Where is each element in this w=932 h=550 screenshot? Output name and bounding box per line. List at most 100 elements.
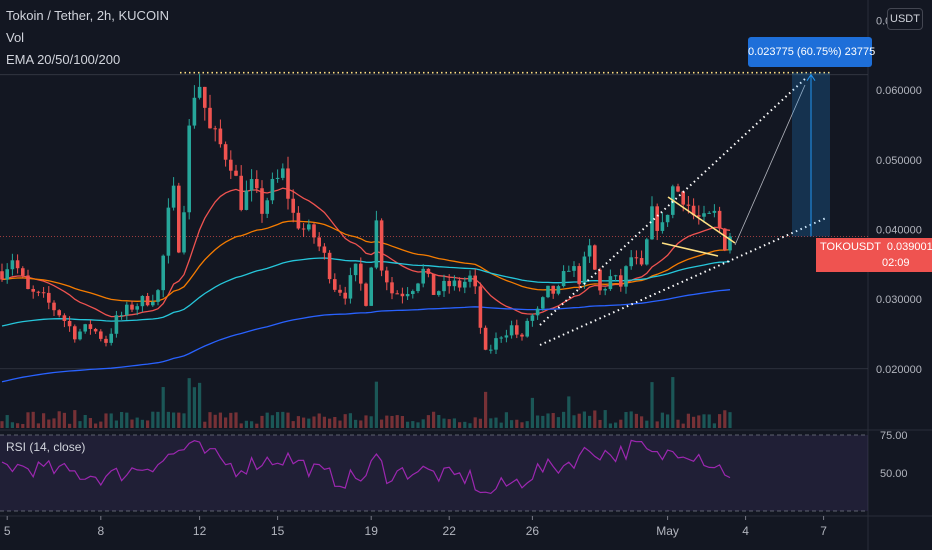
- volume-bar: [692, 416, 696, 428]
- volume-bar: [328, 418, 332, 428]
- candle-body: [327, 252, 332, 280]
- volume-bar: [582, 411, 586, 428]
- volume-bar: [400, 416, 404, 428]
- volume-bar: [728, 412, 732, 428]
- volume-bar: [588, 415, 592, 428]
- volume-bar: [296, 416, 300, 428]
- candle-body: [463, 281, 467, 288]
- volume-bar: [359, 420, 363, 428]
- ema-legend[interactable]: EMA 20/50/100/200: [6, 52, 121, 67]
- volume-bar: [390, 415, 394, 428]
- candle-body: [270, 178, 275, 201]
- measure-arrowhead: [806, 73, 816, 81]
- volume-bar: [42, 413, 46, 428]
- volume-bar: [494, 417, 498, 428]
- candle-body: [686, 204, 691, 206]
- time-tick-label: May: [656, 524, 679, 538]
- volume-bar: [0, 421, 4, 428]
- volume-bar: [354, 419, 358, 428]
- volume-legend[interactable]: Vol: [6, 30, 25, 45]
- volume-bars: [0, 377, 732, 428]
- volume-bar: [645, 420, 649, 428]
- candle-body: [405, 294, 410, 297]
- symbol-legend[interactable]: Tokoin / Tether, 2h, KUCOIN: [6, 8, 170, 23]
- candle-body: [416, 283, 420, 292]
- rsi-pane: [0, 434, 868, 512]
- volume-bar: [473, 417, 477, 428]
- candle-body: [5, 269, 9, 280]
- volume-bar: [426, 415, 430, 428]
- candle-countdown: 02:09: [882, 257, 910, 269]
- candle-body: [177, 185, 181, 253]
- volume-bar: [130, 419, 134, 428]
- candle-body: [374, 220, 379, 268]
- volume-bar: [619, 419, 623, 428]
- volume-bar: [21, 423, 25, 428]
- candle-body: [619, 275, 623, 287]
- candle-body: [130, 304, 134, 310]
- volume-bar: [421, 419, 425, 428]
- candle-body: [535, 308, 540, 316]
- candle-body: [509, 325, 514, 336]
- candle-body: [218, 128, 223, 145]
- volume-bar: [68, 423, 72, 428]
- rsi-legend[interactable]: RSI (14, close): [6, 440, 86, 454]
- volume-bar: [276, 412, 280, 428]
- price-tick-label: 0.040000: [876, 224, 922, 236]
- candle-body: [504, 335, 509, 338]
- volume-bar: [213, 414, 217, 428]
- candle-body: [426, 268, 431, 274]
- time-tick-label: 8: [97, 524, 104, 538]
- drawings[interactable]: [180, 71, 832, 346]
- volume-bar: [712, 423, 716, 428]
- candle-body: [639, 258, 644, 265]
- time-tick-label: 22: [443, 524, 457, 538]
- candle-body: [478, 286, 483, 328]
- volume-bar: [551, 413, 555, 428]
- volume-bar: [702, 414, 706, 428]
- candle-body: [717, 210, 722, 229]
- candle-body: [707, 212, 711, 214]
- candle-body: [223, 144, 228, 160]
- volume-bar: [395, 415, 399, 428]
- volume-bar: [437, 414, 441, 428]
- candle-body: [723, 228, 727, 251]
- price-tick-label: 0.060000: [876, 85, 922, 97]
- candle-body: [93, 328, 98, 332]
- candle-body: [62, 315, 67, 321]
- currency-unit-button[interactable]: USDT: [887, 8, 923, 30]
- volume-bar: [161, 387, 165, 428]
- volume-bar: [577, 413, 581, 428]
- volume-bar: [166, 411, 170, 428]
- price-tick-label: 0.020000: [876, 364, 922, 376]
- volume-bar: [239, 423, 243, 428]
- volume-bar: [489, 418, 493, 428]
- volume-bar: [718, 414, 722, 428]
- candle-body: [275, 177, 280, 179]
- candle-body: [593, 245, 597, 270]
- volume-bar: [120, 411, 124, 428]
- volume-bar: [681, 423, 685, 428]
- candle-body: [109, 333, 113, 343]
- candle-body: [114, 315, 119, 334]
- volume-bar: [624, 412, 628, 428]
- volume-bar: [629, 411, 633, 428]
- volume-bar: [187, 378, 191, 428]
- volume-bar: [229, 412, 233, 428]
- candle-body: [322, 246, 327, 253]
- candle-body: [702, 213, 706, 217]
- candle-body: [494, 338, 498, 350]
- volume-bar: [562, 411, 566, 428]
- volume-bar: [468, 423, 472, 428]
- time-tick-label: 15: [271, 524, 285, 538]
- channel-lower-trendline: [539, 217, 827, 346]
- candle-body: [489, 349, 493, 351]
- volume-bar: [265, 412, 269, 428]
- rsi-line: [1, 439, 731, 495]
- candle-body: [249, 179, 254, 191]
- candle-body: [135, 306, 139, 310]
- candle-body: [577, 266, 581, 285]
- candle-body: [21, 268, 25, 276]
- candle-body: [348, 275, 353, 299]
